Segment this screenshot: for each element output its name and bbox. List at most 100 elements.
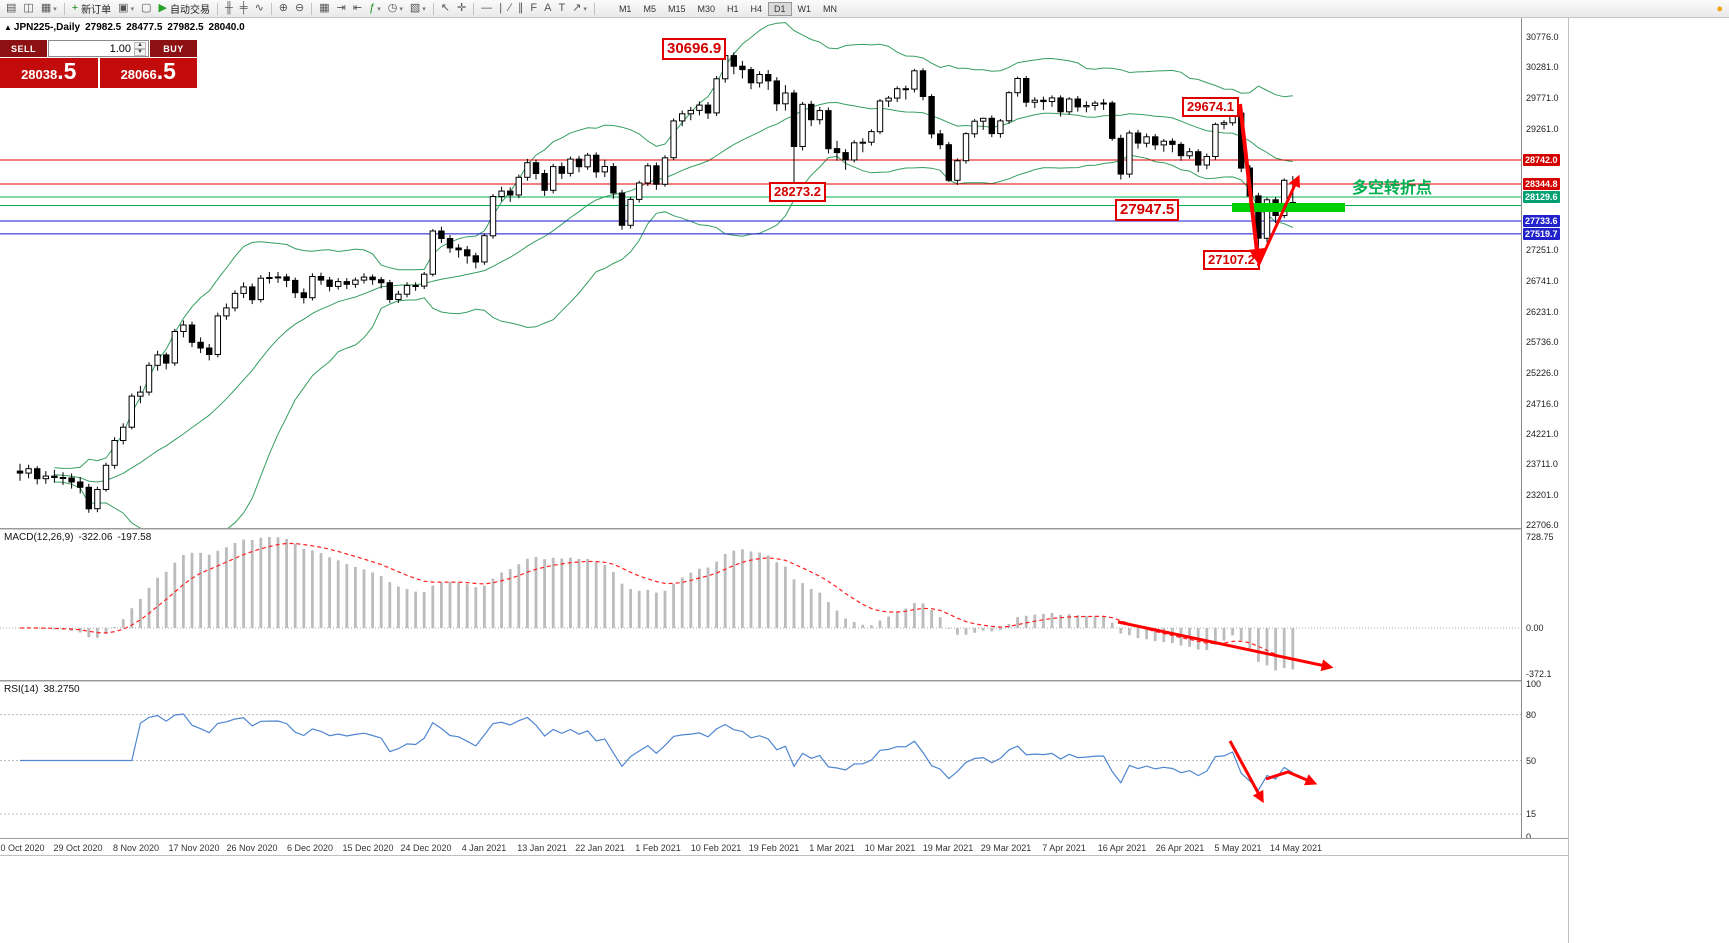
chart-shift-icon[interactable]: ⇤ xyxy=(350,1,365,16)
volume-input[interactable]: 1.00 ▲ ▼ xyxy=(48,40,149,57)
data-window-icon[interactable]: ▢ xyxy=(138,1,154,16)
horizontal-line-icon[interactable]: — xyxy=(478,1,495,16)
bollinger-band xyxy=(54,154,1294,529)
rsi-axis-label: 80 xyxy=(1526,710,1537,720)
buy-price: 28066 xyxy=(120,67,157,82)
macd-panel[interactable] xyxy=(0,530,1521,680)
profile-icon-glyph: ◫ xyxy=(23,2,34,14)
price-annotation[interactable]: 28273.2 xyxy=(769,182,826,202)
auto-scroll-icon[interactable]: ⇥ xyxy=(334,1,349,16)
timeframe-h4[interactable]: H4 xyxy=(750,3,763,14)
price-tag: 27519.7 xyxy=(1523,228,1560,240)
date-label: 6 Dec 2020 xyxy=(286,843,334,853)
timeframe-m1[interactable]: M1 xyxy=(618,3,632,14)
price-axis-label: 30776.0 xyxy=(1526,32,1559,42)
panel-splitter[interactable] xyxy=(0,528,1568,530)
rsi-header: RSI(14) 38.2750 xyxy=(4,684,85,695)
timeframe-h1[interactable]: H1 xyxy=(727,3,739,14)
time-axis[interactable]: 20 Oct 2020 29 Oct 2020 8 Nov 2020 17 Nov 2… xyxy=(0,838,1568,856)
date-label: 5 May 2021 xyxy=(1214,843,1262,853)
tile-windows-icon[interactable]: ▦ xyxy=(316,1,332,16)
buy-price-button[interactable]: 28066.5 xyxy=(99,58,197,88)
fibonacci-icon[interactable]: F xyxy=(527,1,540,16)
volume-value: 1.00 xyxy=(109,42,132,55)
symbol-info: ▲ JPN225-,Daily 27982.5 28477.5 27982.5 28040… xyxy=(4,22,250,33)
sell-price-button[interactable]: 28038.5 xyxy=(0,58,98,88)
timeframe-m15[interactable]: M15 xyxy=(667,3,686,14)
price-annotation[interactable]: 30696.9 xyxy=(662,38,727,60)
auto-trading-button[interactable]: ▶ 自动交易 xyxy=(156,1,213,16)
price-annotation[interactable]: 27947.5 xyxy=(1115,199,1180,221)
label-icon[interactable]: T xyxy=(555,1,568,16)
arrows-icon[interactable]: ↗ ▾ xyxy=(569,1,590,16)
timeframe-m30[interactable]: M30 xyxy=(697,3,715,14)
vertical-line-icon-glyph: | xyxy=(499,2,503,14)
candlestick-chart-icon[interactable]: ╪ xyxy=(237,1,251,16)
date-label: 15 Dec 2020 xyxy=(342,843,394,853)
sell-button[interactable]: SELL xyxy=(0,40,47,57)
periods-icon[interactable]: ◷ ▾ xyxy=(385,1,406,16)
new-order-button-glyph: + xyxy=(71,2,79,14)
new-order-button[interactable]: + 新订单 xyxy=(69,1,114,16)
timeframe-w1[interactable]: W1 xyxy=(797,3,812,14)
buy-button[interactable]: BUY xyxy=(150,40,197,57)
sell-price-pips: .5 xyxy=(57,58,77,84)
date-label: 29 Mar 2021 xyxy=(980,843,1032,853)
panel-splitter[interactable] xyxy=(0,680,1568,682)
crosshair-icon[interactable]: ✛ xyxy=(454,1,469,16)
indicators-icon-glyph: ƒ xyxy=(369,2,376,14)
volume-stepper[interactable]: ▲ ▼ xyxy=(134,41,146,56)
zoom-out-icon-glyph: ⊖ xyxy=(295,2,305,14)
zoom-in-icon[interactable]: ⊕ xyxy=(276,1,291,16)
zoom-in-icon-glyph: ⊕ xyxy=(278,2,288,14)
cursor-icon[interactable]: ↖ xyxy=(438,1,453,16)
dropdown-caret-icon: ▾ xyxy=(130,5,135,13)
cursor-icon-glyph: ↖ xyxy=(440,2,450,14)
date-label: 26 Nov 2020 xyxy=(226,843,278,853)
volume-down-icon[interactable]: ▼ xyxy=(134,48,146,56)
price-axis-label: 26231.0 xyxy=(1526,307,1559,317)
price-axis-label: 26741.0 xyxy=(1526,276,1559,286)
line-chart-icon-glyph: ∿ xyxy=(254,2,264,14)
price-annotation[interactable]: 29674.1 xyxy=(1182,97,1239,117)
line-chart-icon[interactable]: ∿ xyxy=(252,1,267,16)
main-chart[interactable] xyxy=(0,18,1521,529)
price-axis[interactable]: 30776.0 30281.0 29771.0 29261.0 27251.0 26741… xyxy=(1521,18,1568,842)
symbol-name: JPN225-,Daily xyxy=(13,22,81,33)
market-watch-icon-glyph: ▦ xyxy=(40,2,52,14)
market-watch-icon[interactable]: ▦ ▾ xyxy=(38,1,60,16)
timeframe-d1[interactable]: D1 xyxy=(768,1,792,16)
dropdown-caret-icon: ▾ xyxy=(583,5,587,13)
price-annotation[interactable]: 27107.2 xyxy=(1203,250,1260,270)
horizontal-line-icon-glyph: — xyxy=(481,2,493,14)
rsi-panel[interactable] xyxy=(0,682,1521,837)
chart-windows-icon[interactable]: ▣ ▾ xyxy=(115,1,137,16)
macd-label: MACD(12,26,9) xyxy=(4,532,74,543)
price-tag: 27733.6 xyxy=(1523,215,1560,227)
rsi-axis-label: 0 xyxy=(1526,832,1532,842)
crosshair-icon-glyph: ✛ xyxy=(456,2,467,14)
price-axis-label: 23201.0 xyxy=(1526,490,1559,500)
rsi-axis-label: 50 xyxy=(1526,756,1537,766)
trendline-icon[interactable]: ∕ xyxy=(506,1,514,16)
text-icon[interactable]: A xyxy=(541,1,554,16)
indicators-icon[interactable]: ƒ ▾ xyxy=(366,1,384,16)
channel-icon[interactable]: ∥ xyxy=(515,1,527,16)
profile-icon[interactable]: ◫ xyxy=(20,1,36,16)
chart-doc-icon[interactable]: ▤ xyxy=(3,1,19,16)
timeframe-m5[interactable]: M5 xyxy=(643,3,656,14)
template-icon[interactable]: ▧ ▾ xyxy=(407,1,429,16)
date-label: 7 Apr 2021 xyxy=(1042,843,1086,853)
toolbar-separator xyxy=(311,2,313,15)
ohlc-high: 28477.5 xyxy=(126,22,163,33)
vertical-line-icon[interactable]: | xyxy=(496,1,505,16)
bar-chart-icon[interactable]: ╫ xyxy=(222,1,236,16)
dropdown-caret-icon: ▾ xyxy=(399,5,403,13)
zoom-out-icon[interactable]: ⊖ xyxy=(292,1,307,16)
price-tag: 28742.0 xyxy=(1523,154,1560,166)
rsi-value: 38.2750 xyxy=(43,684,80,695)
timeframe-mn[interactable]: MN xyxy=(823,3,838,14)
volume-up-icon[interactable]: ▲ xyxy=(134,41,146,49)
price-axis-label: 24221.0 xyxy=(1526,429,1559,439)
